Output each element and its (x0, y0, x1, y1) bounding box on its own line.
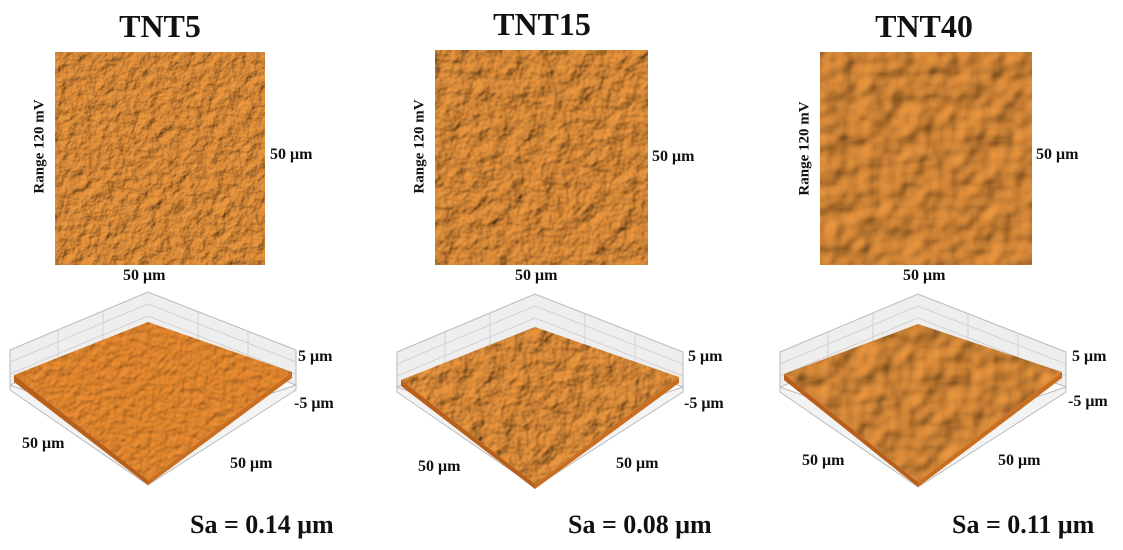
scan-size-side-label: 50 μm (652, 148, 695, 165)
panel-title: TNT40 (875, 8, 973, 44)
axis-3d-left-label: 50 μm (22, 435, 65, 452)
sa-roughness-label: Sa = 0.14 μm (190, 510, 334, 539)
axis-3d-left-label: 50 μm (418, 458, 461, 475)
z-axis-bottom-label: -5 μm (1068, 393, 1108, 410)
axis-3d-right-label: 50 μm (230, 455, 273, 472)
scan-size-bottom-label: 50 μm (123, 267, 166, 284)
z-axis-top-label: 5 μm (1072, 348, 1107, 365)
z-axis-bottom-label: -5 μm (684, 395, 724, 412)
z-axis-bottom-label: -5 μm (294, 395, 334, 412)
axis-3d-right-label: 50 μm (998, 452, 1041, 469)
panel-title: TNT15 (493, 6, 591, 42)
panel-title: TNT5 (119, 8, 201, 44)
range-label: Range 120 mV (796, 101, 813, 196)
scan-size-side-label: 50 μm (1036, 146, 1079, 163)
afm-amplitude-image (55, 52, 265, 265)
afm-amplitude-image (820, 52, 1032, 265)
scan-size-bottom-label: 50 μm (903, 267, 946, 284)
afm-3d-surface (8, 290, 298, 490)
z-axis-top-label: 5 μm (298, 348, 333, 365)
sa-roughness-label: Sa = 0.08 μm (568, 510, 712, 539)
axis-3d-left-label: 50 μm (802, 452, 845, 469)
sa-roughness-label: Sa = 0.11 μm (952, 510, 1095, 539)
range-label: Range 120 mV (411, 99, 428, 194)
scan-size-bottom-label: 50 μm (515, 267, 558, 284)
range-label: Range 120 mV (31, 99, 48, 194)
afm-amplitude-image (435, 50, 648, 265)
afm-3d-surface (778, 292, 1068, 492)
z-axis-top-label: 5 μm (688, 348, 723, 365)
afm-3d-surface (395, 292, 685, 492)
scan-size-side-label: 50 μm (270, 146, 313, 163)
axis-3d-right-label: 50 μm (616, 455, 659, 472)
